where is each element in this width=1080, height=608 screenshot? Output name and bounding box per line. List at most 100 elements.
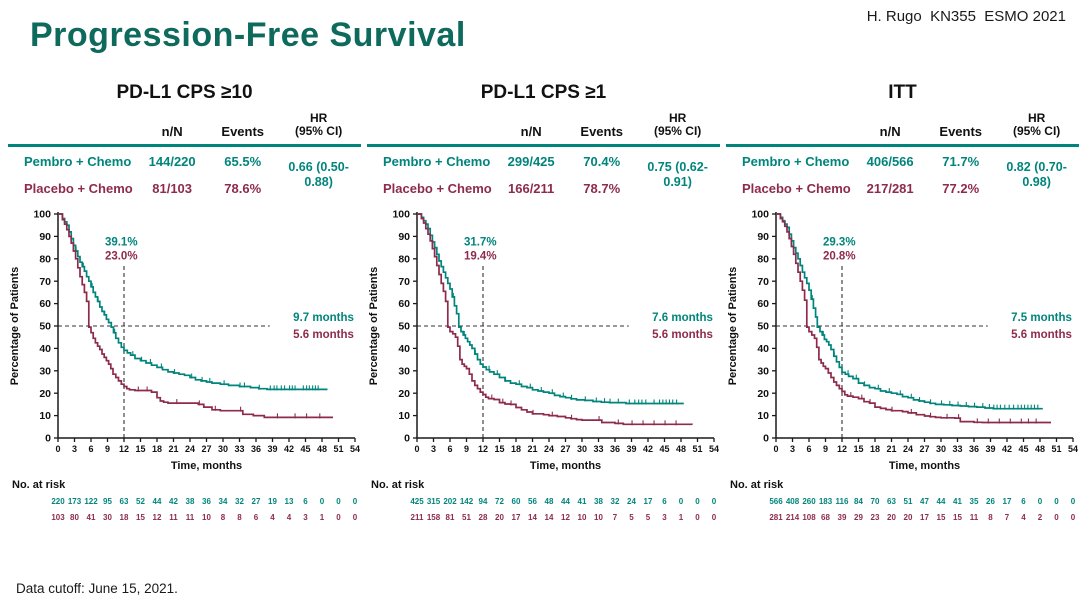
svg-text:3: 3 — [303, 513, 308, 522]
svg-text:32: 32 — [611, 497, 620, 506]
svg-text:11: 11 — [186, 513, 195, 522]
x-axis-label: Time, months — [530, 460, 601, 472]
svg-text:214: 214 — [786, 513, 800, 522]
svg-text:15: 15 — [937, 513, 946, 522]
svg-text:9: 9 — [823, 444, 828, 454]
svg-text:13: 13 — [285, 497, 294, 506]
svg-text:18: 18 — [152, 444, 162, 454]
svg-text:24: 24 — [544, 444, 554, 454]
svg-text:70: 70 — [39, 276, 51, 288]
svg-text:80: 80 — [398, 253, 410, 265]
table-divider — [726, 143, 1079, 147]
svg-text:0: 0 — [320, 497, 325, 506]
svg-text:0: 0 — [1071, 513, 1076, 522]
rate-12mo-placebo: 23.0% — [105, 250, 138, 262]
svg-text:84: 84 — [854, 497, 863, 506]
svg-text:12: 12 — [478, 444, 488, 454]
x-axis-label: Time, months — [889, 460, 960, 472]
svg-text:36: 36 — [610, 444, 620, 454]
svg-text:30: 30 — [398, 365, 410, 377]
svg-text:52: 52 — [136, 497, 145, 506]
svg-text:0: 0 — [414, 444, 419, 454]
svg-text:94: 94 — [479, 497, 488, 506]
svg-text:39: 39 — [838, 513, 847, 522]
table-divider — [8, 143, 361, 147]
svg-text:100: 100 — [392, 209, 410, 221]
svg-text:45: 45 — [659, 444, 669, 454]
placebo-nN: 217/281 — [866, 180, 914, 196]
svg-text:48: 48 — [545, 497, 554, 506]
svg-text:51: 51 — [692, 444, 702, 454]
svg-text:39: 39 — [626, 444, 636, 454]
svg-text:41: 41 — [87, 513, 96, 522]
svg-text:8: 8 — [988, 513, 993, 522]
svg-text:70: 70 — [871, 497, 880, 506]
panel-itt: ITT n/N Events HR (95% CI) Pembro + Chem… — [726, 82, 1079, 529]
svg-text:6: 6 — [806, 444, 811, 454]
svg-text:15: 15 — [135, 444, 145, 454]
svg-text:408: 408 — [786, 497, 800, 506]
col-header-events: Events — [939, 123, 983, 139]
at-risk-label: No. at risk — [12, 479, 66, 491]
svg-text:10: 10 — [39, 410, 51, 422]
svg-text:26: 26 — [986, 497, 995, 506]
svg-text:15: 15 — [494, 444, 504, 454]
data-cutoff-note: Data cutoff: June 15, 2021. — [16, 581, 178, 596]
svg-text:0: 0 — [404, 433, 410, 445]
hr-ci: (0.70-0.98) — [1022, 159, 1067, 189]
svg-text:260: 260 — [802, 497, 816, 506]
panel-cps1: PD-L1 CPS ≥1 n/N Events HR (95% CI) Pemb… — [367, 82, 720, 529]
svg-text:36: 36 — [202, 497, 211, 506]
pembro-events: 71.7% — [942, 153, 980, 169]
table-divider — [367, 143, 720, 147]
svg-text:27: 27 — [560, 444, 570, 454]
row-label-pembro: Pembro + Chemo — [742, 153, 850, 169]
svg-text:36: 36 — [251, 444, 261, 454]
svg-text:108: 108 — [802, 513, 816, 522]
svg-text:50: 50 — [398, 321, 410, 333]
svg-text:103: 103 — [51, 513, 65, 522]
col-header-nN: n/N — [879, 123, 901, 139]
svg-text:80: 80 — [39, 253, 51, 265]
svg-text:40: 40 — [398, 343, 410, 355]
svg-text:10: 10 — [594, 513, 603, 522]
km-chart-cps10: 0 10 20 30 40 50 60 70 80 90 100 0 3 6 9 12 15 18 21 24 27 30… — [8, 206, 361, 529]
svg-text:6: 6 — [662, 497, 667, 506]
svg-text:0: 0 — [353, 513, 358, 522]
svg-text:90: 90 — [398, 231, 410, 243]
pembro-nN: 144/220 — [148, 153, 196, 169]
row-label-placebo: Placebo + Chemo — [742, 180, 851, 196]
svg-text:0: 0 — [695, 497, 700, 506]
svg-text:142: 142 — [460, 497, 474, 506]
svg-text:54: 54 — [709, 444, 719, 454]
svg-text:29: 29 — [854, 513, 863, 522]
svg-text:40: 40 — [757, 343, 769, 355]
svg-text:12: 12 — [837, 444, 847, 454]
svg-text:70: 70 — [757, 276, 769, 288]
col-header-hr: HR (95% CI) — [294, 111, 343, 139]
svg-text:20: 20 — [398, 388, 410, 400]
svg-text:10: 10 — [757, 410, 769, 422]
svg-text:51: 51 — [333, 444, 343, 454]
svg-text:80: 80 — [70, 513, 79, 522]
svg-text:36: 36 — [969, 444, 979, 454]
svg-text:20: 20 — [904, 513, 913, 522]
svg-text:24: 24 — [627, 497, 636, 506]
svg-text:41: 41 — [578, 497, 587, 506]
svg-text:21: 21 — [886, 444, 896, 454]
svg-text:6: 6 — [447, 444, 452, 454]
pembro-nN: 299/425 — [507, 153, 555, 169]
panel-title: PD-L1 CPS ≥10 — [116, 82, 253, 103]
svg-text:21: 21 — [527, 444, 537, 454]
svg-text:116: 116 — [836, 497, 849, 506]
svg-text:0: 0 — [1054, 497, 1059, 506]
panel-title: PD-L1 CPS ≥1 — [480, 82, 607, 103]
svg-text:5: 5 — [646, 513, 651, 522]
results-table: n/N Events HR (95% CI) Pembro + Chemo 14… — [8, 110, 361, 202]
svg-text:7: 7 — [1005, 513, 1010, 522]
svg-text:4: 4 — [270, 513, 275, 522]
